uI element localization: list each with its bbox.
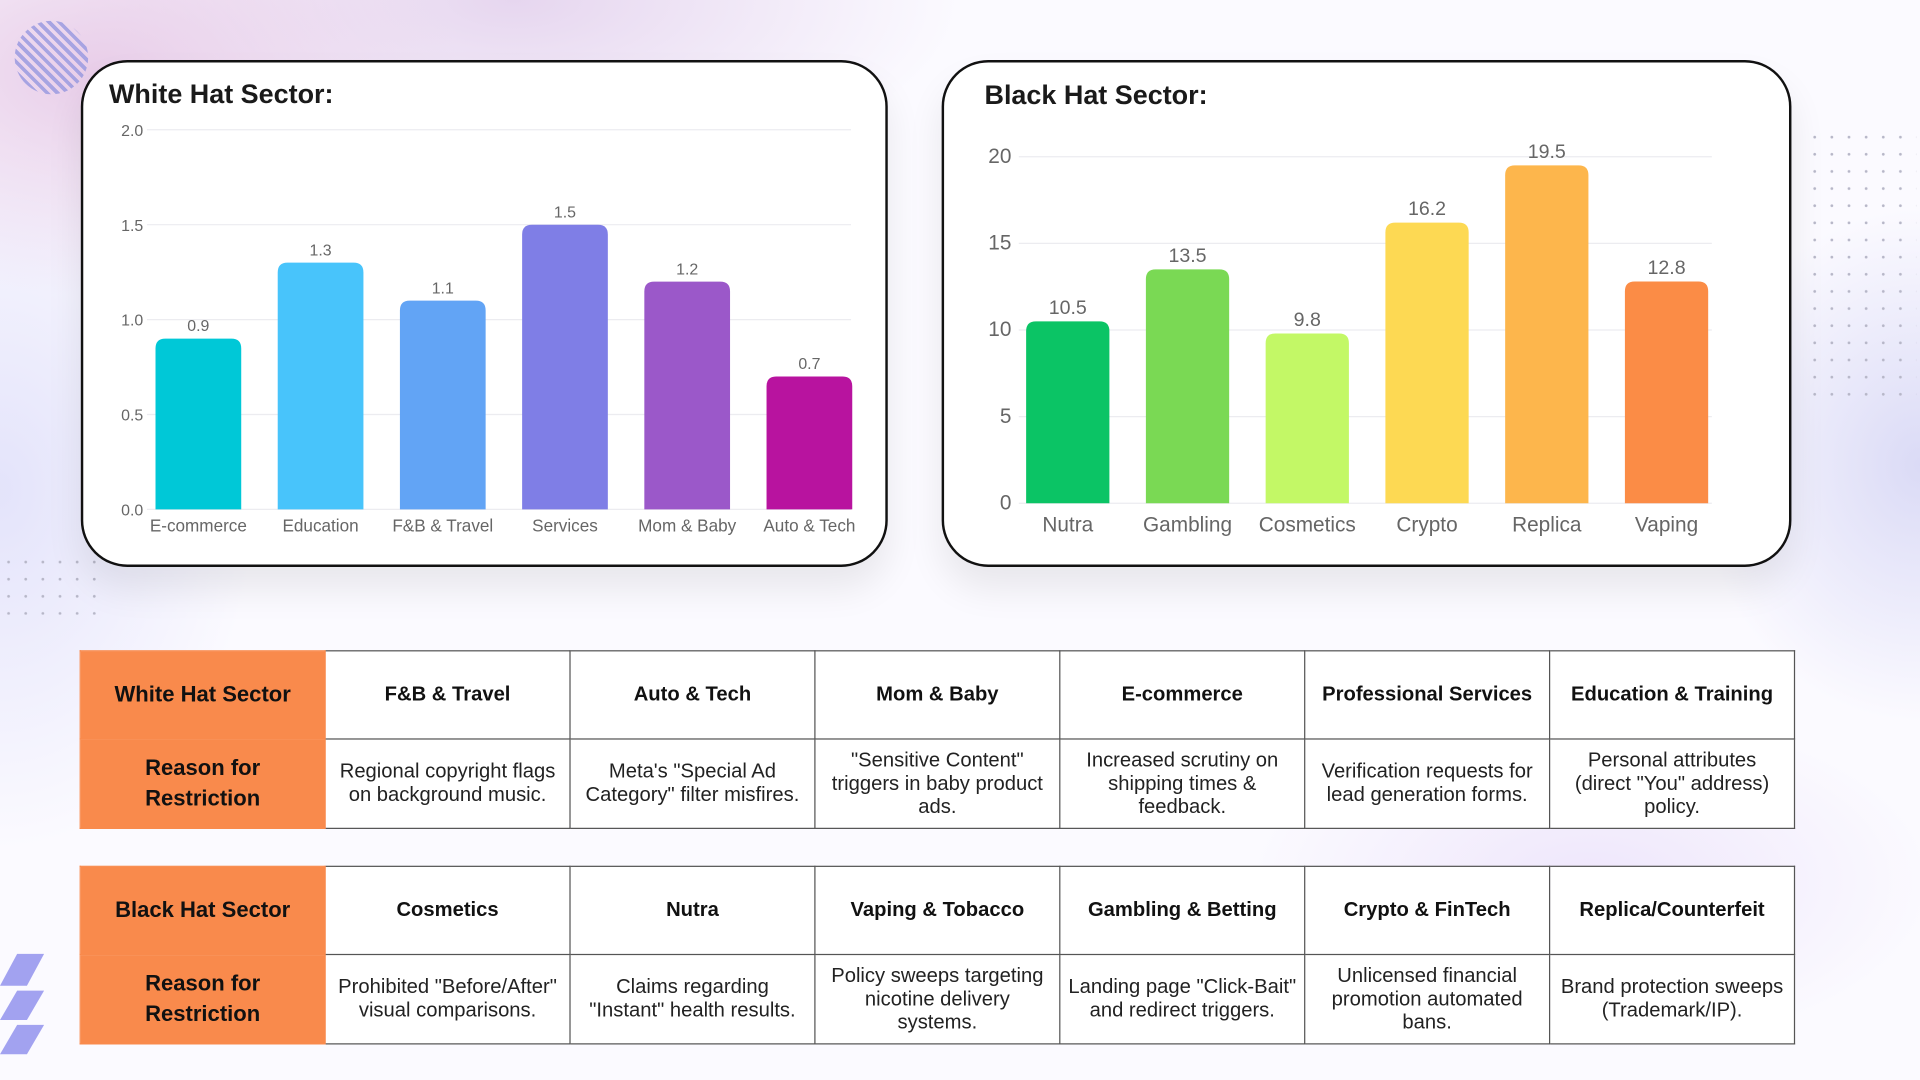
reason-cell: Unlicensed financial promotion automated… [1304,953,1551,1045]
reason-cell: Meta's "Special Ad Category" filter misf… [569,738,816,829]
x-tick-label: Gambling [1143,513,1232,536]
sector-cell: E-commerce [1059,650,1306,740]
data-label: 12.8 [1647,257,1685,279]
y-tick-label: 15 [988,231,1011,254]
reason-header: Reason for Restriction [79,738,326,829]
reason-cell: Brand protection sweeps (Trademark/IP). [1548,953,1796,1045]
bar [766,376,853,510]
sector-cell: Professional Services [1304,650,1551,740]
x-tick-label: E-commerce [150,515,247,535]
bar [399,300,486,510]
sector-header: Black Hat Sector [79,865,326,956]
reason-cell: Regional copyright flags on background m… [324,738,571,829]
sector-header: White Hat Sector [79,650,326,740]
bar [1505,165,1589,504]
data-label: 19.5 [1528,141,1566,163]
x-tick-label: Services [532,515,598,535]
black-hat-bar-chart: 0 5 10 15 20 10.5 Nutra 13.5 Gambling 9.8 Cosmetic… [988,141,1712,536]
bar [522,224,608,510]
reason-cell: Prohibited "Before/After" visual compari… [324,953,571,1045]
y-tick-label: 1.5 [121,218,143,235]
x-tick-label: Nutra [1042,513,1093,536]
data-label: 10.5 [1049,297,1087,319]
data-label: 1.2 [676,261,698,278]
y-tick-label: 5 [1000,405,1012,428]
reason-cell: Policy sweeps targeting nicotine deliver… [814,953,1061,1045]
data-label: 16.2 [1408,198,1446,220]
y-tick-label: 0.0 [121,503,143,520]
reason-header: Reason for Restriction [79,953,326,1045]
y-tick-label: 20 [988,145,1011,168]
sector-cell: Education & Training [1548,650,1796,740]
y-tick-label: 1.0 [121,313,143,330]
bar [644,281,731,510]
sector-cell: Gambling & Betting [1059,865,1306,956]
x-tick-label: Replica [1512,513,1582,536]
reason-cell: Personal attributes (direct "You" addres… [1548,738,1796,829]
x-tick-label: Mom & Baby [638,515,736,535]
sector-cell: Nutra [569,865,816,956]
bar [1624,281,1709,504]
data-label: 0.7 [798,356,820,373]
y-tick-label: 2.0 [121,123,143,140]
bar [1026,321,1110,504]
white-hat-bar-chart: 0.0 0.5 1.0 1.5 2.0 0.9 E-commerce 1.3 Education… [121,123,855,536]
data-label: 0.9 [187,318,209,335]
x-tick-label: Vaping [1635,513,1698,536]
x-tick-label: Auto & Tech [763,515,855,535]
reason-cell: Claims regarding "Instant" health result… [569,953,816,1045]
bar [1265,333,1349,504]
bar [1385,222,1469,504]
sector-cell: Crypto & FinTech [1304,865,1551,956]
y-tick-label: 10 [988,318,1011,341]
sector-cell: Vaping & Tobacco [814,865,1061,956]
data-label: 1.3 [310,242,332,259]
white-hat-table: White Hat Sector F&B & Travel Auto & Tech M… [79,650,1796,829]
data-label: 13.5 [1168,245,1206,267]
zigzag-decoration [0,953,45,1055]
reason-cell: Increased scrutiny on shipping times & f… [1059,738,1306,829]
dot-grid-decoration [1806,128,1917,398]
reason-cell: Verification requests for lead generatio… [1304,738,1551,829]
data-label: 1.1 [432,280,454,297]
bar [1145,269,1230,504]
striped-circle-decoration [14,20,89,95]
reason-cell: Landing page "Click-Bait" and redirect t… [1059,953,1306,1045]
y-tick-label: 0.5 [121,408,143,425]
bar [277,262,364,510]
sector-cell: Replica/Counterfeit [1548,865,1796,956]
x-tick-label: F&B & Travel [392,515,493,535]
data-label: 1.5 [554,204,576,221]
x-tick-label: Crypto [1396,513,1457,536]
chart-title: Black Hat Sector: [984,79,1208,111]
x-tick-label: Education [282,515,358,535]
chart-title: White Hat Sector: [108,78,334,109]
y-tick-label: 0 [1000,491,1012,514]
data-label: 9.8 [1294,309,1321,331]
x-tick-label: Cosmetics [1259,513,1356,536]
reason-cell: "Sensitive Content" triggers in baby pro… [814,738,1061,829]
bar [155,338,242,510]
sector-cell: Auto & Tech [569,650,816,740]
sector-cell: Mom & Baby [814,650,1061,740]
sector-cell: Cosmetics [324,865,571,956]
dot-grid-decoration [0,553,98,615]
black-hat-table: Black Hat Sector Cosmetics Nutra Vaping & T… [79,865,1796,1045]
sector-cell: F&B & Travel [324,650,571,740]
